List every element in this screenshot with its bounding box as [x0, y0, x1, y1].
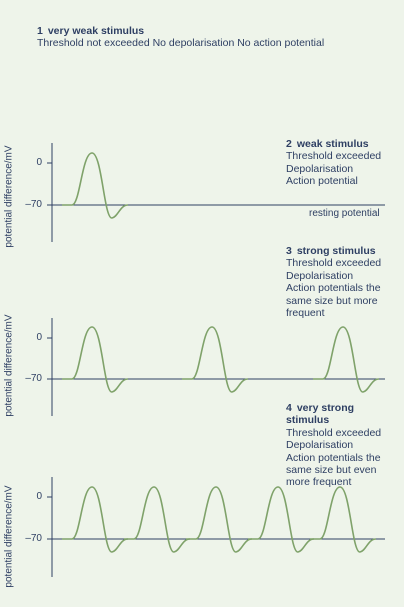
- panel-3-action-potential-2: [182, 326, 249, 393]
- panel-3-description: 3 strong stimulus Threshold exceeded Depo…: [286, 245, 398, 319]
- panel-2-description: 2 weak stimulus Threshold exceeded Depola…: [286, 138, 381, 188]
- panel-3-tick-zero: 0: [36, 332, 42, 343]
- panel-2-line: Threshold exceeded: [286, 150, 382, 163]
- panel-4-line: Depolarisation: [286, 439, 354, 452]
- resting-potential-label: resting potential: [309, 208, 380, 219]
- panel-4-line: Threshold exceeded: [286, 426, 382, 439]
- panel-1-description: 1 very weak stimulus Threshold not exceed…: [37, 25, 324, 50]
- panel-3-graph: [47, 318, 385, 416]
- panel-4-action-potential-2: [124, 486, 191, 553]
- panel-4-action-potential-4: [248, 486, 315, 553]
- panel-4-tick-resting: –70: [25, 533, 42, 544]
- panel-3-line: Depolarisation: [286, 269, 354, 282]
- panel-1-heading: 1 very weak stimulus: [37, 25, 145, 37]
- panel-2-tick-resting: –70: [25, 199, 42, 210]
- panel-2-line: Depolarisation: [286, 162, 354, 175]
- panel-4-action-potential-1: [62, 486, 129, 553]
- panel-4-tick-zero: 0: [36, 491, 42, 502]
- panel-2-action-potential: [62, 152, 129, 219]
- panel-2-line: Action potential: [286, 175, 358, 188]
- panel-3-heading: 3 strong stimulus: [286, 245, 376, 257]
- panel-2-heading: 2 weak stimulus: [286, 138, 369, 150]
- panel-1-line: Threshold not exceeded No depolarisation…: [37, 37, 325, 50]
- panel-4-graph: [47, 477, 385, 577]
- panel-3-line: Action potentials the same size but more…: [286, 282, 381, 320]
- panel-2-graph: [47, 143, 385, 242]
- panel-4-line: Action potentials the same size but even…: [286, 451, 381, 489]
- panel-4-description: 4 very strong stimulus Threshold exceeded…: [286, 402, 398, 489]
- panel-4-action-potential-5: [310, 486, 377, 553]
- panel-4-heading: 4 very strong stimulus: [286, 402, 355, 427]
- panel-3-line: Threshold exceeded: [286, 257, 382, 270]
- panel-4-action-potential-3: [186, 486, 253, 553]
- panel-3-action-potential-1: [62, 326, 129, 393]
- panel-3-tick-resting: –70: [25, 373, 42, 384]
- panel-3-action-potential-3: [313, 326, 380, 393]
- panel-2-tick-zero: 0: [36, 157, 42, 168]
